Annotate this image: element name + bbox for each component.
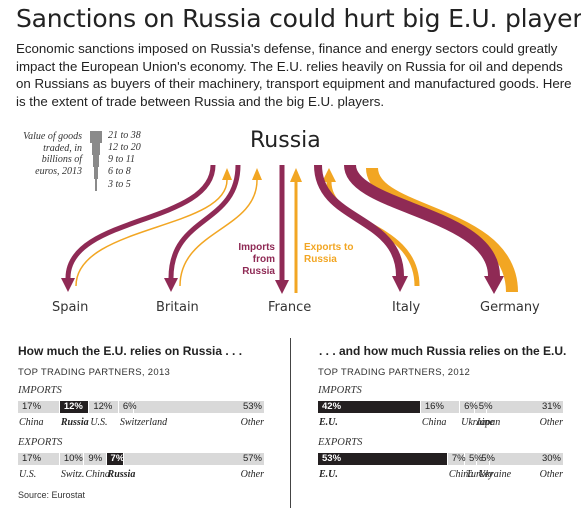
- bar-segment: 57%: [242, 453, 262, 464]
- partner-label: China: [19, 417, 44, 428]
- exports-note: Exports to Russia: [304, 242, 354, 265]
- bar-segment: 6%: [460, 401, 478, 413]
- flow-export-britain: [179, 179, 258, 287]
- panel-divider: [290, 338, 291, 508]
- partner-label: E.U.: [319, 417, 338, 428]
- arrowhead-import-france: [275, 280, 289, 294]
- bar-segment: 16%: [421, 401, 461, 413]
- arrowhead-export-italy: [322, 168, 336, 182]
- partner-label: Ukraine: [478, 469, 512, 480]
- arrowhead-import-spain: [61, 278, 75, 292]
- legend-range-label: 6 to 8: [108, 166, 131, 177]
- bar-segment: 10%: [60, 453, 85, 465]
- legend-bar-21-38: [90, 131, 102, 143]
- partner-label: Russia: [60, 417, 89, 428]
- flow-import-italy: [314, 164, 404, 277]
- eu-imports-label: IMPORTS: [18, 385, 62, 396]
- legend-bar-12-20: [92, 143, 100, 155]
- bar-segment: 5%: [477, 453, 495, 465]
- legend-range-label: 21 to 38: [108, 130, 141, 141]
- bar-segment: 42%: [318, 401, 421, 413]
- bar-segment: 6%: [119, 401, 137, 413]
- legend-range-label: 9 to 11: [108, 154, 136, 165]
- bar-segment: 17%: [18, 453, 60, 465]
- eu-exports-label: EXPORTS: [18, 437, 63, 448]
- country-label-spain: Spain: [52, 300, 89, 315]
- legend-bar-6-8: [94, 167, 98, 179]
- arrowhead-import-germany: [484, 276, 504, 294]
- imports-note: Imports from Russia: [238, 242, 275, 277]
- russia-imports-bar: 42% 16% 6% 5% 31%: [318, 401, 563, 413]
- bar-segment: 12%: [59, 401, 90, 413]
- eu-panel-title: How much the E.U. relies on Russia . . .: [18, 344, 243, 358]
- partner-label: Russia: [107, 469, 136, 480]
- bar-segment: 5%: [465, 453, 483, 465]
- arrowhead-export-france: [290, 168, 302, 182]
- partner-label: Other: [539, 469, 563, 480]
- dek-paragraph: Economic sanctions imposed on Russia's d…: [16, 41, 572, 109]
- bar-segment: 17%: [18, 401, 60, 413]
- russia-exports-label: EXPORTS: [318, 437, 363, 448]
- country-label-italy: Italy: [392, 300, 421, 315]
- partner-label: Switz.: [60, 469, 85, 480]
- trade-flow-diagram: [61, 131, 518, 294]
- partner-label: Other: [240, 417, 264, 428]
- partner-label: Switzerland: [119, 417, 168, 428]
- bar-segment: 7%: [106, 453, 124, 465]
- bar-segment: 53%: [318, 453, 448, 465]
- legend-range-label: 3 to 5: [108, 179, 131, 190]
- bar-segment: 31%: [541, 401, 561, 412]
- partner-label: China: [448, 469, 474, 480]
- russia-imports-label: IMPORTS: [318, 385, 362, 396]
- flow-export-spain: [75, 179, 228, 287]
- legend-bar-3-5: [95, 179, 97, 191]
- source-note: Source: Eurostat: [18, 490, 86, 500]
- partner-label: Other: [240, 469, 264, 480]
- bar-segment: 53%: [242, 401, 262, 412]
- partner-label: China: [421, 417, 447, 428]
- partner-label: China: [85, 469, 110, 480]
- partner-label: U.S.: [90, 417, 108, 428]
- arrowhead-export-spain: [222, 168, 232, 180]
- bar-segment: 9%: [84, 453, 107, 465]
- country-label-france: France: [268, 300, 312, 315]
- arrowhead-import-britain: [164, 278, 178, 292]
- eu-imports-bar: 17% 12% 12% 6% 53%: [18, 401, 264, 413]
- headline: Sanctions on Russia could hurt big E.U. …: [16, 4, 581, 33]
- partner-label: Turkey: [466, 469, 494, 480]
- country-label-britain: Britain: [156, 300, 199, 315]
- legend-bar-9-11: [93, 155, 99, 167]
- arrowhead-export-britain: [252, 168, 262, 180]
- origin-label-russia: Russia: [250, 128, 321, 153]
- eu-exports-bar: 17% 10% 9% 7% 57%: [18, 453, 264, 465]
- flow-import-germany: [344, 163, 500, 277]
- partner-label: Other: [539, 417, 563, 428]
- bar-segment: 7%: [448, 453, 466, 465]
- flow-import-spain: [65, 164, 216, 279]
- eu-panel-subtitle: TOP TRADING PARTNERS, 2013: [18, 367, 171, 378]
- partner-label: U.S.: [19, 469, 37, 480]
- legend-caption: Value of goods traded, in billions of eu…: [23, 131, 82, 177]
- flow-import-britain: [168, 164, 241, 279]
- russia-panel-title: . . . and how much Russia relies on the …: [319, 344, 567, 358]
- country-label-germany: Germany: [480, 300, 540, 315]
- russia-panel-subtitle: TOP TRADING PARTNERS, 2012: [318, 367, 471, 378]
- partner-label: Ukraine: [461, 417, 494, 428]
- bar-segment: 5%: [475, 401, 493, 413]
- bar-segment: 12%: [89, 401, 119, 413]
- bar-segment: 30%: [541, 453, 561, 464]
- russia-exports-bar: 53% 7% 5% 5% 30%: [318, 453, 563, 465]
- legend-width-key: [90, 131, 102, 191]
- legend-range-label: 12 to 20: [108, 142, 141, 153]
- partner-label: E.U.: [319, 469, 338, 480]
- partner-label: Japan: [475, 417, 501, 428]
- arrowhead-import-italy: [392, 276, 408, 292]
